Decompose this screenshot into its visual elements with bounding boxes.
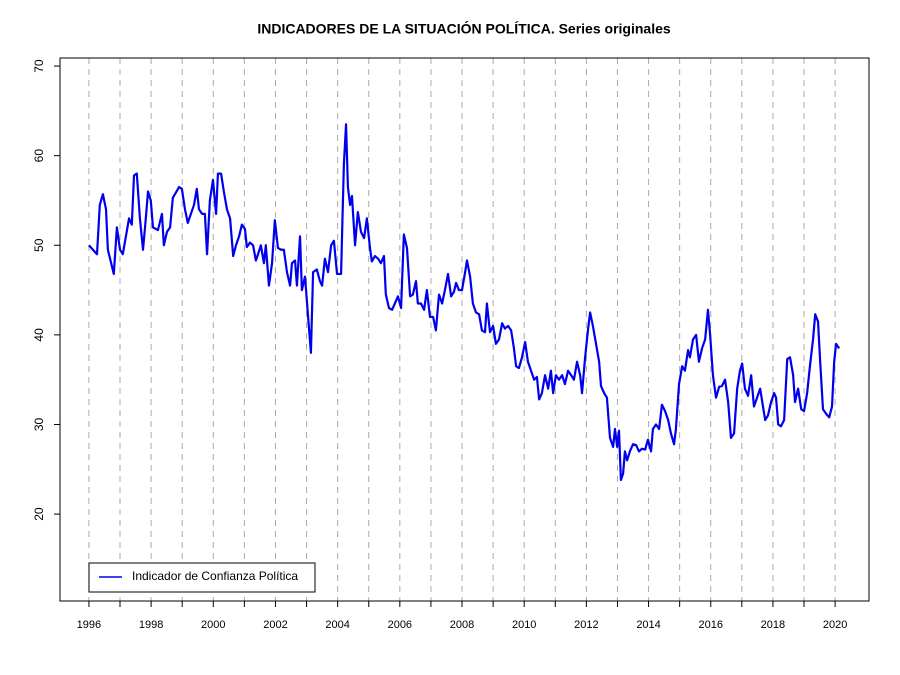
- x-tick-label: 1996: [77, 619, 101, 631]
- x-tick-label: 2002: [263, 619, 287, 631]
- x-tick-label: 2014: [636, 619, 660, 631]
- legend-box: [88, 562, 316, 593]
- series-line: [88, 123, 841, 482]
- x-tick-label: 1998: [139, 619, 163, 631]
- x-tick-label: 2020: [823, 619, 847, 631]
- chart-title: INDICADORES DE LA SITUACIÓN POLÍTICA. Se…: [257, 20, 671, 37]
- x-tick-label: 2012: [574, 619, 598, 631]
- x-tick-label: 2016: [699, 619, 723, 631]
- legend-label: Indicador de Confianza Política: [132, 569, 298, 583]
- x-tick-label: 2008: [450, 619, 474, 631]
- y-tick-label: 20: [32, 507, 46, 521]
- x-tick-label: 2000: [201, 619, 225, 631]
- y-tick-label: 70: [32, 59, 46, 73]
- x-tick-label: 2010: [512, 619, 536, 631]
- y-tick-label: 50: [32, 238, 46, 252]
- x-tick-label: 2004: [325, 619, 349, 631]
- y-tick-label: 30: [32, 417, 46, 431]
- x-tick-label: 2018: [761, 619, 785, 631]
- y-tick-label: 60: [32, 149, 46, 163]
- plot-frame: [59, 57, 870, 602]
- x-tick-label: 2006: [388, 619, 412, 631]
- y-tick-label: 40: [32, 328, 46, 342]
